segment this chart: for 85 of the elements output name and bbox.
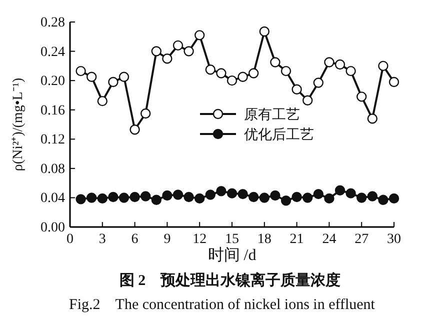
point	[86, 192, 97, 203]
point	[108, 76, 118, 88]
point	[140, 191, 151, 202]
point	[130, 192, 140, 202]
point	[346, 66, 356, 76]
point	[280, 196, 292, 206]
point	[356, 192, 367, 203]
point	[259, 192, 270, 203]
x-tick-label: 15	[225, 232, 239, 247]
point	[388, 193, 400, 204]
y-tick-label: 0.12	[40, 132, 65, 148]
point	[216, 68, 226, 78]
point	[280, 66, 292, 76]
point	[324, 193, 334, 204]
point	[97, 193, 108, 204]
point	[292, 192, 302, 202]
point	[184, 46, 194, 56]
point	[86, 72, 97, 82]
point	[118, 192, 130, 203]
point	[118, 72, 130, 82]
x-tick-label: 9	[164, 232, 171, 247]
point	[194, 193, 205, 204]
x-tick-label: 27	[354, 232, 369, 247]
point	[302, 95, 313, 106]
y-tick-label: 0.16	[40, 103, 65, 118]
point	[226, 188, 238, 198]
y-tick-label: 0.28	[40, 15, 65, 30]
point	[248, 68, 259, 78]
point	[184, 192, 194, 202]
y-tick-label: 0.00	[40, 220, 65, 236]
point	[226, 75, 238, 86]
point	[388, 76, 400, 88]
legend-label: 原有工艺	[244, 107, 300, 123]
point	[238, 188, 248, 200]
point	[162, 190, 172, 201]
point	[140, 108, 151, 119]
point	[356, 92, 367, 102]
y-tick-label: 0.04	[40, 191, 65, 206]
point	[292, 84, 302, 94]
point	[172, 40, 184, 51]
point	[259, 26, 270, 37]
point	[346, 188, 356, 198]
y-axis-title: ρ(Ni²⁺)/(mg•L⁻¹)	[11, 78, 26, 172]
point	[378, 194, 388, 206]
x-tick-label: 24	[322, 232, 336, 247]
point	[334, 185, 346, 196]
x-axis-title: 时间 /d	[208, 246, 256, 264]
point	[130, 124, 140, 135]
point	[216, 186, 226, 196]
point	[248, 192, 259, 202]
text: Fig.2 The concentration of nickel ions in effluent	[69, 297, 376, 313]
point	[151, 46, 162, 56]
point	[172, 190, 184, 200]
point	[334, 59, 346, 70]
point	[151, 194, 162, 206]
point	[270, 190, 280, 201]
point	[205, 64, 216, 75]
point	[76, 194, 86, 204]
y-tick-label: 0.20	[40, 74, 65, 90]
point	[194, 30, 205, 40]
text: 图 2 预处理出水镍离子质量浓度	[119, 271, 341, 289]
point	[97, 96, 108, 106]
x-tick-label: 12	[192, 232, 207, 247]
x-tick-label: 18	[257, 232, 272, 247]
point	[238, 72, 248, 82]
y-tick-label: 0.24	[40, 44, 65, 60]
point	[367, 191, 378, 202]
point	[108, 192, 118, 202]
point	[205, 190, 216, 200]
point	[313, 188, 324, 200]
x-tick-label: 3	[98, 232, 106, 247]
y-tick-label: 0.08	[40, 162, 65, 177]
x-tick-label: 21	[290, 232, 304, 247]
x-tick-label: 30	[387, 232, 401, 247]
point	[378, 60, 388, 72]
point	[76, 66, 86, 76]
point	[313, 78, 324, 88]
point	[162, 54, 172, 64]
point	[302, 192, 313, 203]
point	[367, 114, 378, 124]
legend-label: 优化后工艺	[244, 127, 314, 143]
x-tick-label: 6	[131, 232, 138, 247]
x-tick-label: 0	[66, 232, 74, 247]
point	[324, 57, 334, 68]
point	[270, 57, 280, 68]
